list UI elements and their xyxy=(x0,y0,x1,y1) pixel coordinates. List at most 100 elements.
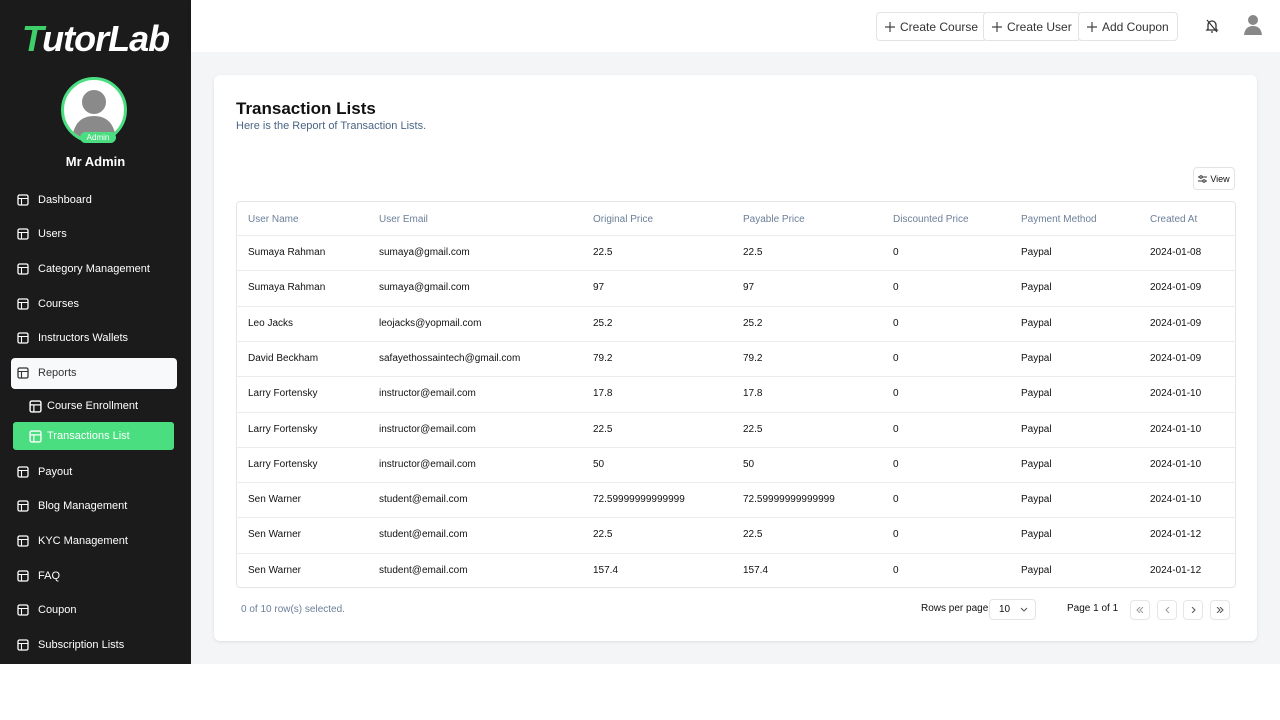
table-cell: Paypal xyxy=(1021,564,1052,576)
sub-nav-label: Transactions List xyxy=(47,430,130,442)
row-divider xyxy=(237,482,1235,484)
nav-label: FAQ xyxy=(38,569,61,582)
header-action-label: Create Course xyxy=(900,19,979,34)
sidebar: TutorLab Admin Mr Admin Dashboard Users Ca… xyxy=(0,0,191,664)
view-button[interactable]: View xyxy=(1193,167,1235,190)
card-subtitle: Here is the Report of Transaction Lists. xyxy=(236,120,427,132)
icon xyxy=(17,332,29,344)
table-cell: Sen Warner xyxy=(248,529,301,541)
table-cell: 2024-01-12 xyxy=(1150,529,1202,541)
table-cell: Sumaya Rahman xyxy=(248,247,326,258)
logo[interactable]: TutorLab xyxy=(21,18,170,59)
table-cell: Paypal xyxy=(1021,282,1052,294)
table-cell: 2024-01-10 xyxy=(1150,458,1202,470)
table-cell: student@email.com xyxy=(379,529,468,541)
table-cell: 22.5 xyxy=(743,247,763,258)
table-cell: 157.4 xyxy=(593,564,619,576)
table-cell: 72.59999999999999 xyxy=(743,494,835,506)
table-cell: 2024-01-09 xyxy=(1150,317,1202,329)
nav-label: Users xyxy=(38,228,67,241)
row-divider xyxy=(237,376,1235,378)
column-header: Payment Method xyxy=(1021,214,1097,225)
nav-label: Dashboard xyxy=(38,193,92,206)
nav-item[interactable]: Users xyxy=(11,219,177,250)
table-cell: Paypal xyxy=(1021,458,1052,470)
sub-nav-item[interactable]: Transactions List xyxy=(13,422,174,450)
rows-per-page-select[interactable]: 10 xyxy=(989,599,1036,620)
icon xyxy=(29,429,42,443)
icon xyxy=(17,465,29,478)
first-page-button[interactable] xyxy=(1130,600,1150,620)
nav-label: Reports xyxy=(38,367,77,379)
table-cell: 0 xyxy=(893,388,899,400)
table-cell: 22.5 xyxy=(593,247,613,258)
table-cell: instructor@email.com xyxy=(379,423,476,435)
nav-label: Category Management xyxy=(38,262,150,275)
table-cell: sumaya@gmail.com xyxy=(379,282,470,294)
column-header: Discounted Price xyxy=(893,214,969,225)
table-cell: 22.5 xyxy=(593,423,613,435)
table-cell: sumaya@gmail.com xyxy=(379,247,470,258)
nav-label: Instructors Wallets xyxy=(38,332,129,345)
nav-item[interactable]: Subscription Lists xyxy=(11,630,177,661)
selection-count: 0 of 10 row(s) selected. xyxy=(241,604,345,615)
table-cell: 50 xyxy=(593,458,605,470)
row-divider xyxy=(237,517,1235,519)
icon xyxy=(17,367,29,379)
table-cell: Paypal xyxy=(1021,247,1052,258)
table-cell: 97 xyxy=(593,282,605,294)
table-cell: 0 xyxy=(893,423,899,435)
nav-label: KYC Management xyxy=(38,534,128,547)
rows-per-page-label: Rows per page xyxy=(921,603,989,614)
user-name: Mr Admin xyxy=(65,154,126,169)
icon xyxy=(17,228,29,240)
sub-nav-item[interactable]: Course Enrollment xyxy=(13,392,174,420)
nav-item[interactable]: Instructors Wallets xyxy=(11,323,177,354)
table-cell: Sen Warner xyxy=(248,564,301,576)
table-cell: Larry Fortensky xyxy=(248,388,318,400)
nav-label: Courses xyxy=(38,297,79,310)
table-cell: Paypal xyxy=(1021,388,1052,400)
notification-icon[interactable] xyxy=(1205,18,1219,34)
nav-item[interactable]: Courses xyxy=(11,288,177,319)
table-cell: 2024-01-12 xyxy=(1150,564,1202,576)
table-cell: 2024-01-08 xyxy=(1150,247,1202,258)
table-cell: Paypal xyxy=(1021,529,1052,541)
icon xyxy=(17,297,29,310)
nav-item[interactable]: Coupon xyxy=(11,595,177,626)
nav-item[interactable]: Category Management xyxy=(11,253,177,284)
table-cell: 0 xyxy=(893,529,899,541)
table-cell: student@email.com xyxy=(379,494,468,506)
page-info: Page 1 of 1 xyxy=(1067,603,1119,614)
table-cell: 17.8 xyxy=(743,388,763,400)
header-action-label: Create User xyxy=(1007,19,1072,34)
table-cell: 2024-01-10 xyxy=(1150,388,1202,400)
column-header: Payable Price xyxy=(743,214,805,225)
prev-page-button[interactable] xyxy=(1157,600,1177,620)
nav-item[interactable]: Dashboard xyxy=(11,184,177,215)
table-cell: 50 xyxy=(743,458,755,470)
table-cell: leojacks@yopmail.com xyxy=(379,317,482,329)
profile-icon[interactable] xyxy=(1243,13,1263,37)
icon xyxy=(17,500,29,512)
icon xyxy=(17,604,29,616)
header-action-button[interactable]: Create Course xyxy=(876,12,988,41)
nav-item[interactable]: KYC Management xyxy=(11,525,177,556)
last-page-button[interactable] xyxy=(1210,600,1230,620)
table-cell: 79.2 xyxy=(593,352,613,364)
avatar-badge: Admin xyxy=(80,132,116,143)
card xyxy=(214,75,1257,641)
header-action-button[interactable]: Create User xyxy=(983,12,1081,41)
header-action-button[interactable]: Add Coupon xyxy=(1078,12,1178,41)
nav-item[interactable]: Reports xyxy=(11,357,177,389)
nav-item[interactable]: FAQ xyxy=(11,560,177,591)
nav-item[interactable]: Blog Management xyxy=(11,491,177,522)
nav-item[interactable]: Payout xyxy=(11,456,177,487)
row-divider xyxy=(237,552,1235,554)
table-cell: Paypal xyxy=(1021,352,1052,364)
table-cell: 2024-01-10 xyxy=(1150,423,1202,435)
next-page-button[interactable] xyxy=(1183,600,1203,620)
table-cell: Larry Fortensky xyxy=(248,458,318,470)
table-cell: 97 xyxy=(743,282,755,294)
table-cell: Sen Warner xyxy=(248,494,301,506)
